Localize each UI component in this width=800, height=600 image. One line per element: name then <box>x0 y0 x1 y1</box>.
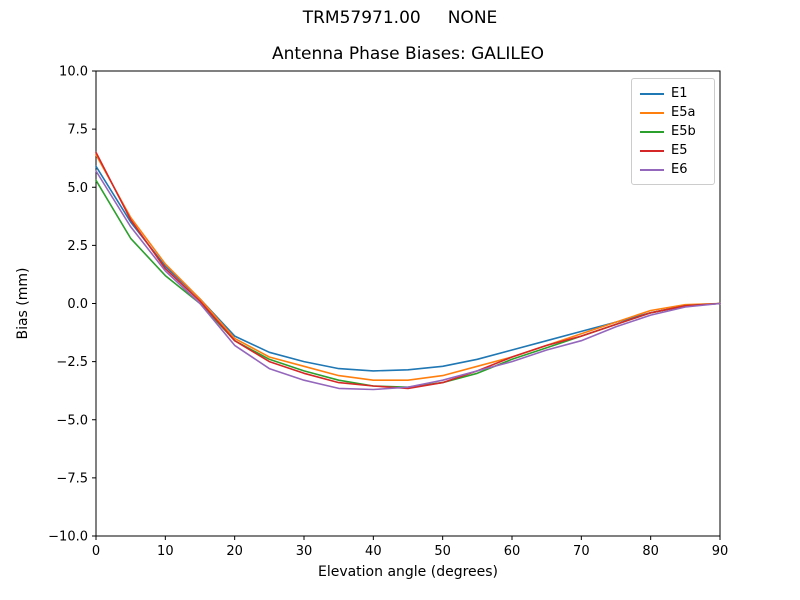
x-tick-label: 50 <box>434 544 451 559</box>
legend-label: E1 <box>671 86 688 101</box>
legend-entry-E5b: E5b <box>632 122 714 141</box>
y-tick-label: 0.0 <box>67 297 88 312</box>
legend-line-sample-E5 <box>640 149 664 152</box>
x-tick-label: 80 <box>642 544 659 559</box>
legend-line-sample-E1 <box>640 92 664 95</box>
legend-label: E5b <box>671 124 696 139</box>
axes-title: Antenna Phase Biases: GALILEO <box>271 44 545 64</box>
x-tick-label: 0 <box>92 544 100 559</box>
x-axis-label: Elevation angle (degrees) <box>318 564 498 580</box>
x-tick-label: 30 <box>296 544 313 559</box>
legend: E1 E5a E5b E5 E6 <box>631 78 715 185</box>
legend-label: E5 <box>671 143 688 158</box>
legend-line-sample-E5a <box>640 111 664 114</box>
x-tick-label: 90 <box>712 544 729 559</box>
x-tick-label: 40 <box>365 544 382 559</box>
y-tick-label: −5.0 <box>56 413 88 428</box>
series-line-E6 <box>95 170 721 391</box>
x-tick-label: 70 <box>573 544 590 559</box>
legend-line-sample-E5b <box>640 130 664 133</box>
figure-title: TRM57971.00 NONE <box>302 8 498 28</box>
series-line-E1 <box>95 165 721 372</box>
legend-entry-E1: E1 <box>632 84 714 103</box>
x-tick-label: 10 <box>157 544 174 559</box>
y-tick-label: 2.5 <box>67 239 88 254</box>
y-tick-label: 7.5 <box>67 123 88 138</box>
y-tick-label: −7.5 <box>56 471 88 486</box>
y-axis-label: Bias (mm) <box>15 267 31 339</box>
legend-entry-E5a: E5a <box>632 103 714 122</box>
legend-entry-E6: E6 <box>632 160 714 179</box>
axes-frame <box>95 70 721 537</box>
legend-label: E5a <box>671 105 696 120</box>
series-line-E5 <box>95 151 721 390</box>
series-line-E5b <box>95 179 721 388</box>
legend-label: E6 <box>671 162 688 177</box>
y-tick-label: 10.0 <box>59 65 88 80</box>
x-tick-label: 20 <box>226 544 243 559</box>
y-tick-label: −10.0 <box>48 530 88 545</box>
legend-line-sample-E6 <box>640 168 664 171</box>
legend-entry-E5: E5 <box>632 141 714 160</box>
x-tick-label: 60 <box>504 544 521 559</box>
y-tick-label: 5.0 <box>67 181 88 196</box>
y-tick-label: −2.5 <box>56 355 88 370</box>
series-line-E5a <box>95 153 721 381</box>
